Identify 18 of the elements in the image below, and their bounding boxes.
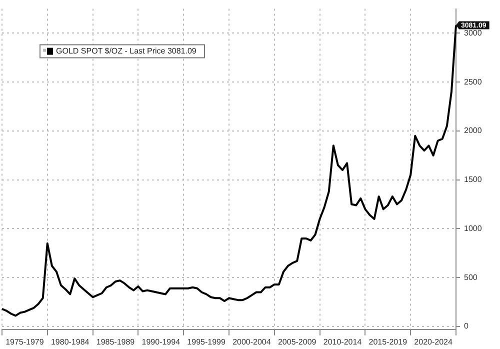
x-tick-label: 1985-1989	[96, 337, 136, 346]
x-tick-label: 1980-1984	[50, 337, 90, 346]
x-tick-label: 2000-2004	[232, 337, 272, 346]
y-tick-label: 1000	[464, 224, 482, 233]
x-tick-label: 2010-2014	[323, 337, 362, 346]
x-tick-label: 2015-2019	[368, 337, 408, 346]
y-tick-label: 2500	[464, 77, 482, 86]
legend-label: GOLD SPOT $/OZ - Last Price 3081.09	[56, 46, 197, 56]
y-tick-label: 3000	[464, 28, 482, 38]
x-tick-label: 1995-1999	[187, 337, 226, 346]
y-tick-label: 2000	[464, 126, 482, 136]
x-tick-label: 1975-1979	[6, 337, 44, 346]
x-tick-label: 2005-2009	[278, 337, 317, 346]
y-tick-label: 1500	[464, 175, 482, 184]
y-tick-label: 0	[464, 322, 469, 331]
x-tick-label: 2020-2024	[414, 337, 453, 346]
y-tick-label: 500	[464, 272, 478, 282]
x-tick-label: 1990-1994	[142, 337, 181, 346]
